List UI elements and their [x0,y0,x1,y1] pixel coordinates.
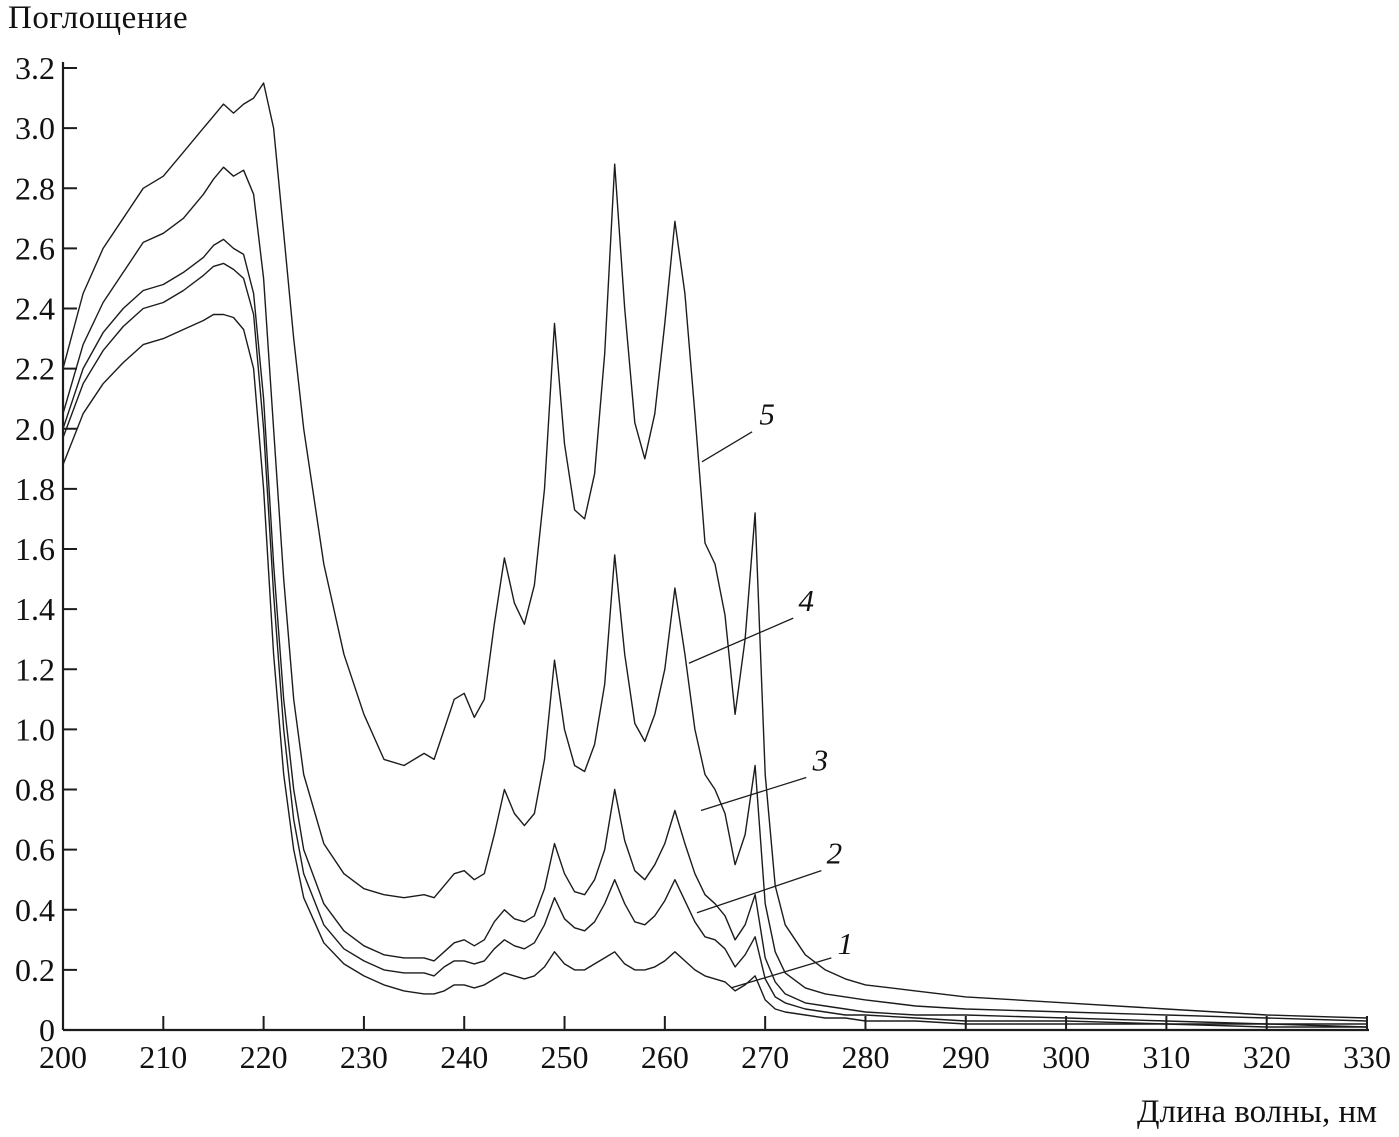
curve-label-leader-1 [730,957,832,989]
curve-label-leader-2 [696,870,822,914]
y-tick-label: 1.6 [15,531,55,567]
y-tick-label: 0.6 [15,832,55,868]
x-tick-label: 240 [440,1039,488,1075]
curve-label-3: 3 [812,742,829,777]
y-tick-label: 2.2 [15,351,55,387]
curve-label-1: 1 [838,926,854,961]
x-axis-label: Длина волны, нм [1137,1094,1377,1130]
x-tick-label: 210 [139,1039,187,1075]
y-tick-label: 3.0 [15,110,55,146]
curve-label-leader-3 [700,776,807,812]
y-tick-label: 2.8 [15,170,55,206]
curve-label-4: 4 [799,583,815,618]
y-tick-label: 2.0 [15,411,55,447]
y-tick-label: 0.8 [15,772,55,808]
y-tick-label: 0 [39,1012,55,1048]
curve-label-leader-5 [701,431,753,463]
y-tick-label: 1.2 [15,651,55,687]
y-axis-title: Поглощение [8,0,189,36]
curve-label-5: 5 [759,397,775,432]
y-tick-label: 1.4 [15,591,55,627]
curve-label-2: 2 [827,836,843,871]
x-tick-label: 280 [841,1039,889,1075]
curve-2 [62,262,1368,1028]
x-tick-label: 230 [340,1039,388,1075]
y-tick-label: 0.4 [15,892,55,928]
x-tick-label: 220 [240,1039,288,1075]
y-tick-label: 2.6 [15,230,55,266]
curve-5 [62,82,1368,1019]
y-tick-label: 1.8 [15,471,55,507]
x-tick-label: 320 [1243,1039,1291,1075]
x-tick-label: 290 [942,1039,990,1075]
curve-label-leader-4 [688,617,794,664]
x-tick-label: 250 [541,1039,589,1075]
x-tick-label: 200 [39,1039,87,1075]
x-tick-label: 330 [1343,1039,1391,1075]
curve-1 [62,313,1368,1028]
x-tick-label: 310 [1142,1039,1190,1075]
x-tick-label: 260 [641,1039,689,1075]
y-tick-label: 3.2 [15,50,55,86]
y-tick-label: 1.0 [15,711,55,747]
y-tick-label: 0.2 [15,952,55,988]
curve-3 [62,238,1368,1025]
x-tick-label: 300 [1042,1039,1090,1075]
y-tick-label: 2.4 [15,291,55,327]
curve-4 [62,166,1368,1022]
x-tick-label: 270 [741,1039,789,1075]
